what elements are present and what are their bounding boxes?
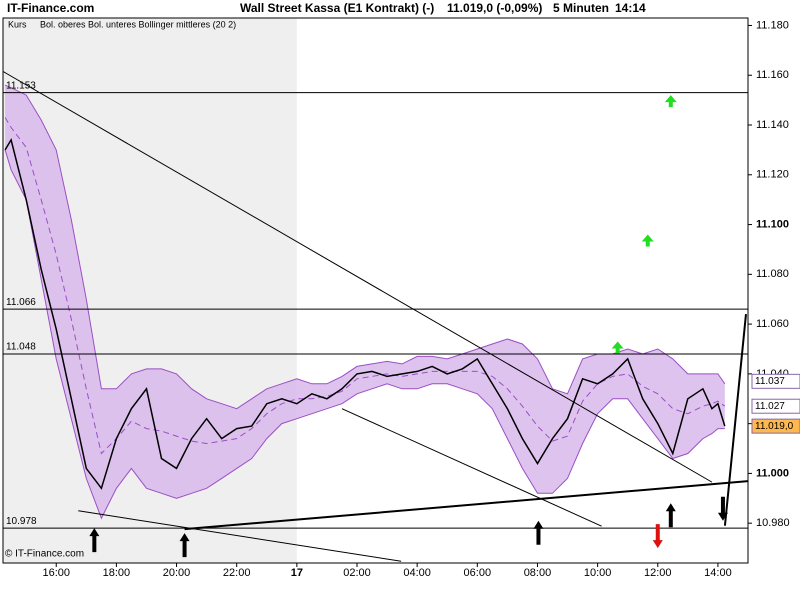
signal-arrow [664,95,677,108]
trendline [341,408,602,527]
footer: © IT-Finance.com [5,549,84,560]
y-tick-label: 11.180 [756,19,789,31]
x-tick-label: 17 [291,567,303,579]
price-label: 11.027 [755,401,785,412]
x-tick-label: 10:00 [584,567,612,579]
site-name: IT-Finance.com [7,1,94,15]
trendline [723,314,747,526]
band-lower [4,149,725,520]
level-label: 11.066 [6,297,36,308]
signal-arrow [665,503,676,528]
y-tick-label: 10.980 [756,517,790,529]
interval: 5 Minuten [553,1,609,15]
band-middle [4,117,726,455]
signal-arrow [179,533,190,558]
trendline [2,71,713,483]
band-upper [4,84,726,410]
band-area [5,85,725,519]
y-tick-label: 11.100 [756,218,789,230]
y-tick-label: 11.000 [756,467,789,479]
signal-arrow [533,520,544,545]
price-label-box [751,418,800,434]
quote: 11.019,0 (-0,09%) [447,1,542,15]
plot-frame [2,17,749,564]
signal-arrow [717,496,728,521]
x-tick-label: 04:00 [403,567,431,579]
signal-arrow [652,524,663,549]
level-label: 11.153 [6,80,36,91]
signal-arrow [611,341,624,354]
x-tick-label: 18:00 [103,567,131,579]
trendline [184,480,749,531]
price-label-box [751,373,800,389]
y-tick-label: 11.160 [756,69,789,81]
y-tick-label: 11.060 [756,318,789,330]
y-tick-label: 11.140 [756,119,789,131]
signal-arrow [89,528,100,553]
signal-arrow [641,234,654,247]
x-tick-label: 20:00 [163,567,191,579]
x-tick-label: 14:00 [704,567,732,579]
price-label: 11.019,0 [755,421,794,432]
x-tick-label: 16:00 [42,567,70,579]
level-label: 10.978 [6,516,37,527]
legend-price: Kurs [8,19,27,29]
trendline [78,510,402,562]
x-tick-label: 06:00 [464,567,492,579]
x-tick-label: 02:00 [343,567,371,579]
price-label-box [751,398,800,414]
legend-bands: Bol. oberes Bol. unteres Bollinger mittl… [40,19,236,29]
price-label: 11.037 [755,376,785,387]
time: 14:14 [615,1,646,15]
x-tick-label: 22:00 [223,567,251,579]
instrument: Wall Street Kassa (E1 Kontrakt) (-) [240,1,434,15]
plot: 11.153 11.066 11.048 10.978 [2,18,749,563]
x-tick-label: 12:00 [644,567,672,579]
x-tick-label: 08:00 [524,567,552,579]
level-label: 11.048 [6,342,36,353]
price-line [4,137,726,490]
y-tick-label: 11.120 [756,169,789,181]
y-tick-label: 11.080 [756,268,789,280]
